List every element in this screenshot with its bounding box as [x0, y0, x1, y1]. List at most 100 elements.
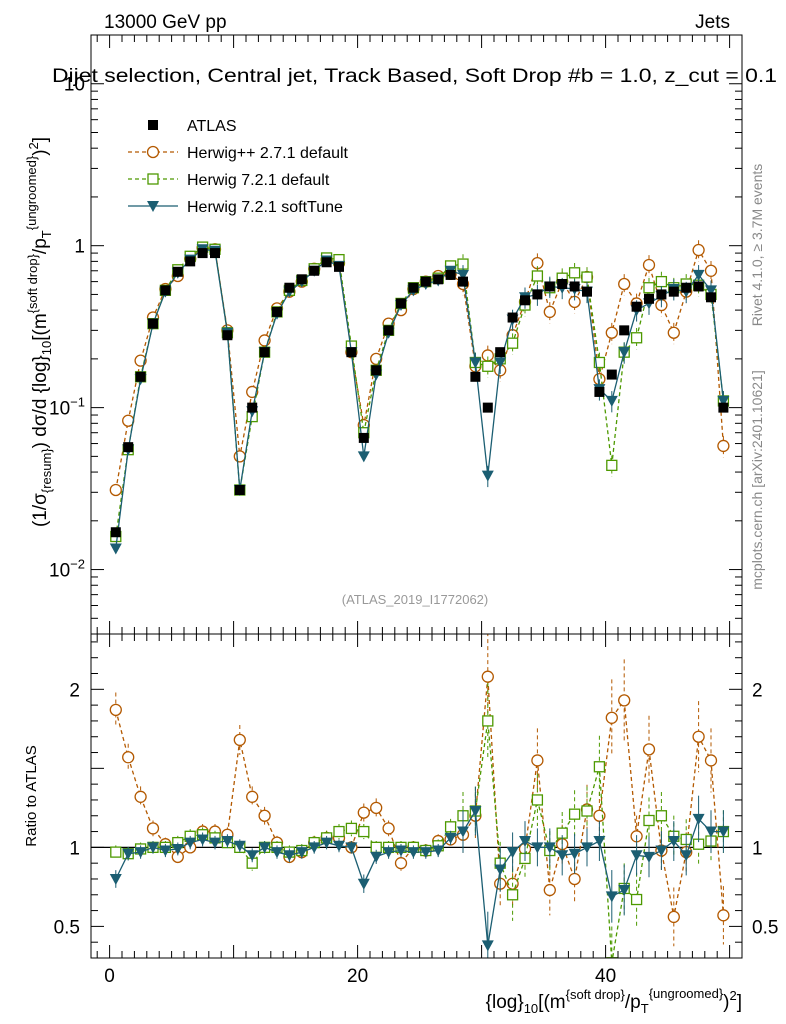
ratio-point-3 — [630, 850, 643, 862]
website-info: mcplots.cern.ch [arXiv:2401.10621] — [749, 370, 765, 589]
analysis-id: (ATLAS_2019_I1772062) — [342, 592, 488, 607]
data-point-0 — [296, 274, 307, 285]
ratio-y-tick-label: 0.5 — [54, 917, 80, 938]
ratio-point-3 — [692, 813, 705, 825]
y-tick-label: 1 — [74, 237, 85, 258]
data-point-0 — [383, 325, 394, 336]
data-point-0 — [110, 527, 121, 538]
ratio-point-1 — [481, 670, 494, 683]
ratio-point-3 — [543, 842, 556, 854]
data-point-0 — [396, 298, 406, 309]
ratio-point-1 — [543, 883, 556, 897]
data-point-0 — [681, 282, 692, 293]
ratio-point-2 — [630, 893, 643, 906]
ratio-point-3 — [171, 843, 184, 855]
ratio-point-2 — [345, 822, 358, 835]
ratio-point-3 — [717, 826, 730, 838]
data-point-2 — [531, 270, 544, 282]
ratio-y-tick-label-right: 0.5 — [752, 917, 778, 938]
data-point-0 — [309, 265, 320, 276]
x-tick-label: 20 — [347, 966, 368, 987]
data-point-0 — [334, 261, 344, 272]
ratio-point-1 — [531, 754, 544, 767]
ratio-point-3 — [457, 826, 469, 838]
data-point-2 — [581, 271, 593, 283]
ratio-line-2 — [115, 720, 724, 958]
data-point-0 — [482, 402, 493, 413]
data-point-2 — [593, 356, 606, 369]
ratio-point-3 — [382, 847, 395, 859]
ratio-point-1 — [146, 822, 160, 835]
data-point-1 — [618, 277, 631, 291]
data-point-3 — [109, 543, 122, 555]
data-point-0 — [234, 484, 245, 495]
ratio-point-1 — [704, 754, 718, 767]
y-tick-label: 10−2 — [49, 557, 85, 582]
ratio-point-3 — [258, 842, 271, 854]
ratio-point-3 — [134, 847, 147, 859]
ratio-point-3 — [419, 847, 432, 859]
ratio-point-3 — [370, 851, 383, 863]
main-plot-area — [109, 240, 730, 555]
data-point-0 — [358, 432, 369, 443]
ratio-point-2 — [110, 846, 122, 858]
data-point-0 — [495, 347, 506, 358]
ratio-point-3 — [333, 840, 345, 852]
ratio-point-3 — [295, 847, 308, 859]
data-point-1 — [233, 450, 246, 463]
ratio-point-3 — [357, 878, 370, 890]
data-point-2 — [655, 275, 668, 288]
legend-marker — [147, 201, 159, 212]
data-point-0 — [532, 289, 543, 300]
legend-marker — [148, 120, 158, 130]
ratio-point-1 — [109, 703, 122, 717]
series-line-2 — [115, 246, 725, 537]
rivet-info: Rivet 4.1.0, ≥ 3.7M events — [749, 164, 765, 327]
data-point-1 — [667, 326, 680, 339]
data-point-0 — [272, 306, 282, 317]
data-point-0 — [148, 318, 158, 329]
data-point-0 — [619, 325, 630, 336]
data-point-0 — [507, 312, 518, 323]
legend-marker — [147, 173, 159, 185]
x-tick-label: 40 — [595, 966, 616, 987]
ratio-point-3 — [469, 806, 482, 818]
ratio-point-3 — [655, 845, 668, 857]
ratio-point-3 — [246, 850, 259, 862]
ratio-point-3 — [345, 842, 358, 854]
ratio-point-3 — [643, 851, 655, 863]
ratio-point-3 — [283, 850, 296, 862]
legend-label: ATLAS — [187, 118, 237, 135]
x-axis-title: {log}10[(m{soft drop}/pT{ungroomed})2] — [486, 986, 742, 1016]
ratio-point-3 — [506, 847, 519, 859]
data-point-3 — [357, 451, 370, 463]
ratio-point-3 — [122, 848, 135, 860]
data-point-0 — [408, 282, 419, 293]
data-point-1 — [692, 243, 705, 257]
ratio-point-2 — [506, 889, 519, 901]
data-point-1 — [246, 385, 259, 399]
y-tick-label: 10 — [64, 75, 85, 96]
legend-label: Herwig 7.2.1 softTune — [187, 199, 343, 216]
ratio-y-tick-label-right: 1 — [752, 838, 763, 859]
data-point-3 — [618, 347, 631, 359]
ratio-point-3 — [271, 847, 283, 859]
ratio-point-3 — [159, 845, 172, 857]
ratio-point-3 — [196, 834, 209, 846]
ratio-plot-area — [91, 634, 742, 958]
ratio-point-1 — [394, 857, 408, 870]
ratio-point-3 — [667, 836, 680, 848]
ratio-point-1 — [258, 809, 271, 822]
ratio-point-2 — [531, 794, 544, 806]
ratio-point-3 — [605, 891, 618, 903]
data-point-0 — [644, 293, 654, 304]
ratio-point-3 — [320, 837, 333, 849]
data-point-0 — [284, 282, 295, 293]
y-axis-title: (1/σ{resum}) dσ/d {log}10[(m{soft drop}/… — [24, 137, 54, 527]
data-point-3 — [481, 470, 494, 482]
ratio-point-3 — [593, 836, 606, 848]
data-point-3 — [605, 395, 618, 407]
ratio-point-3 — [618, 885, 631, 897]
ratio-point-2 — [581, 805, 593, 817]
